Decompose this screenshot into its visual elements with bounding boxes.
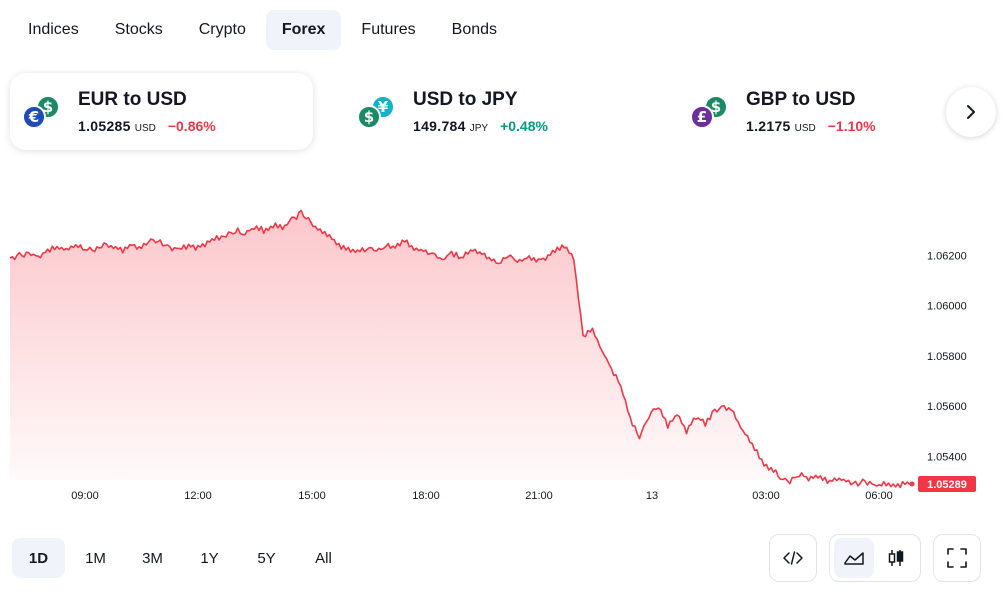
candlestick-icon (888, 550, 904, 566)
x-tick-label: 13 (646, 490, 658, 502)
x-tick-label: 12:00 (184, 490, 212, 502)
currency-pair-icon: $ £ (690, 91, 732, 133)
tab-futures[interactable]: Futures (361, 21, 416, 38)
ticker-title: GBP to USD (746, 89, 856, 110)
y-tick-label: 1.05600 (927, 401, 967, 413)
fullscreen-button[interactable] (938, 538, 976, 578)
range-3m-button[interactable]: 3M (142, 549, 163, 567)
ticker-title: USD to JPY (413, 89, 518, 110)
x-tick-label: 15:00 (298, 490, 326, 502)
y-tick-label: 1.05800 (927, 351, 967, 363)
y-tick-label: 1.06200 (927, 250, 967, 262)
market-tabs: Indices Stocks Crypto Forex Futures Bond… (12, 10, 513, 50)
tab-forex[interactable]: Forex (265, 10, 342, 50)
next-cards-button[interactable] (946, 87, 996, 137)
x-tick-label: 03:00 (752, 490, 780, 502)
tab-crypto[interactable]: Crypto (198, 21, 246, 38)
fullscreen-icon (947, 548, 967, 568)
euro-icon: € (22, 104, 46, 129)
ticker-unit: JPY (469, 123, 489, 134)
dollar-icon: $ (357, 104, 381, 129)
x-tick-label: 21:00 (525, 490, 553, 502)
area-chart-icon (844, 552, 864, 565)
x-tick-label: 09:00 (71, 490, 99, 502)
candlestick-chart-button[interactable] (876, 538, 916, 578)
svg-text:1.05289: 1.05289 (927, 479, 967, 491)
embed-button[interactable] (774, 538, 812, 578)
last-price-dot (909, 481, 915, 487)
fullscreen-group (933, 534, 981, 582)
chevron-right-icon (967, 105, 975, 119)
currency-pair-icon: $ € (22, 91, 64, 133)
ticker-price: 1.05285 (78, 118, 131, 134)
pound-icon: £ (690, 104, 714, 129)
currency-pair-icon: ¥ $ (357, 91, 399, 133)
x-tick-label: 06:00 (865, 490, 893, 502)
ticker-change: +0.48% (500, 118, 548, 134)
ticker-price: 1.2175 (746, 118, 791, 134)
price-line (9, 209, 913, 489)
ticker-price: 149.784 (413, 118, 466, 134)
ticker-change: −1.10% (827, 118, 876, 134)
tab-indices[interactable]: Indices (28, 21, 79, 38)
x-axis: 09:00 12:00 15:00 18:00 21:00 13 03:00 06:00 (71, 490, 893, 502)
ticker-cards: $ € EUR to USD 1.05285 USD −0.86% ¥ $ US… (10, 73, 1000, 151)
area-chart-button[interactable] (834, 538, 874, 578)
range-5y-button[interactable]: 5Y (257, 549, 276, 567)
price-area (10, 210, 912, 488)
ticker-card-gbpusd[interactable]: $ £ GBP to USD 1.2175 USD −1.10% (678, 73, 981, 150)
y-tick-label: 1.06000 (927, 301, 967, 313)
range-1y-button[interactable]: 1Y (200, 549, 219, 567)
code-icon (783, 551, 803, 565)
ticker-card-usdjpy[interactable]: ¥ $ USD to JPY 149.784 JPY +0.48% (345, 73, 648, 150)
y-tick-label: 1.05400 (927, 451, 967, 463)
tab-stocks[interactable]: Stocks (114, 21, 163, 38)
range-1m-button[interactable]: 1M (85, 549, 106, 567)
x-tick-label: 18:00 (412, 490, 440, 502)
range-1d-button[interactable]: 1D (12, 538, 65, 578)
y-axis: 1.06200 1.06000 1.05800 1.05600 1.05400 (927, 250, 967, 463)
embed-group (769, 534, 817, 582)
ticker-card-eurusd[interactable]: $ € EUR to USD 1.05285 USD −0.86% (10, 73, 313, 150)
chart-type-group (829, 534, 921, 582)
range-selector: 1D 1M 3M 1Y 5Y All (12, 538, 350, 578)
range-all-button[interactable]: All (315, 549, 332, 567)
ticker-change: −0.86% (167, 118, 216, 134)
tab-bonds[interactable]: Bonds (451, 21, 498, 38)
last-price-label: 1.05289 (918, 475, 976, 492)
ticker-unit: USD (134, 123, 156, 134)
ticker-unit: USD (794, 123, 816, 134)
ticker-title: EUR to USD (78, 89, 187, 110)
price-chart[interactable]: 1.06200 1.06000 1.05800 1.05600 1.05400 09:0… (0, 180, 1005, 510)
